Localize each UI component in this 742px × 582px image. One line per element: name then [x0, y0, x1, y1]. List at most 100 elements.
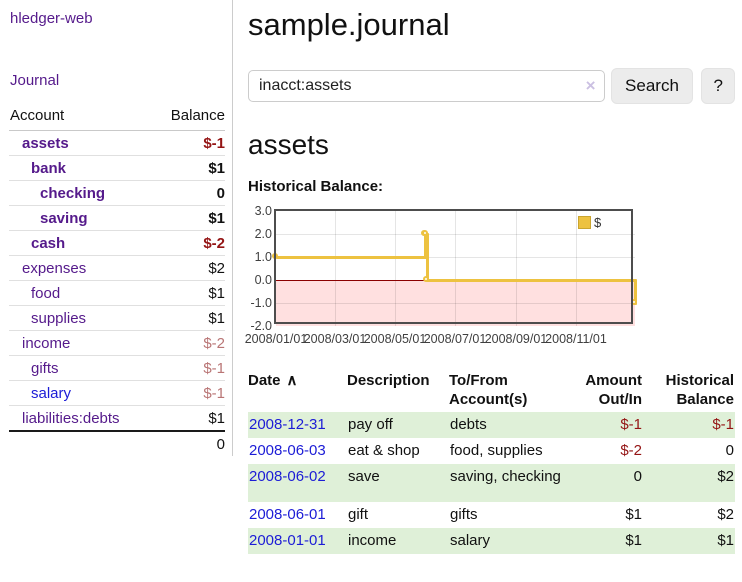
- sidebar-account-row: supplies $1: [9, 305, 225, 331]
- sidebar-account-link[interactable]: saving: [40, 210, 88, 227]
- sidebar-account-link[interactable]: assets: [22, 135, 69, 152]
- sidebar-account-link[interactable]: bank: [31, 160, 67, 177]
- sidebar-account-balance: $1: [153, 155, 225, 181]
- y-axis-tick-label: 0.0: [254, 273, 272, 287]
- x-gridline: [455, 211, 456, 326]
- transaction-row: 2008-01-01 income salary $1 $1: [248, 528, 735, 554]
- transaction-accounts: salary: [450, 532, 491, 549]
- transaction-balance: $1: [717, 532, 734, 549]
- description-column-header: Description: [347, 372, 430, 389]
- search-input[interactable]: [248, 70, 605, 102]
- accounts-column-header: To/From Account(s): [449, 372, 528, 408]
- transaction-accounts: saving, checking: [450, 468, 561, 485]
- transaction-date-link[interactable]: 2008-06-01: [249, 506, 326, 523]
- sidebar-account-row: saving $1: [9, 205, 225, 231]
- chart-heading: Historical Balance:: [248, 178, 384, 195]
- sort-ascending-icon: ∧: [286, 372, 298, 389]
- sidebar-account-link[interactable]: gifts: [31, 360, 59, 377]
- sidebar-account-link[interactable]: liabilities:debts: [22, 410, 120, 427]
- sidebar-account-link[interactable]: food: [31, 285, 61, 302]
- series-line-segment: [276, 255, 426, 259]
- transaction-date-link[interactable]: 2008-06-02: [249, 468, 326, 485]
- date-column-header[interactable]: Date ∧: [248, 372, 298, 389]
- sidebar-account-balance: $1: [153, 405, 225, 431]
- sidebar-account-row: income $-2: [9, 330, 225, 356]
- y-gridline: [276, 303, 635, 304]
- balance-column-header: Historical Balance: [665, 372, 734, 408]
- y-axis-tick-label: -2.0: [250, 319, 272, 333]
- brand-link[interactable]: hledger-web: [10, 10, 93, 27]
- balance-column-header: Balance: [153, 104, 225, 131]
- account-column-header: Account: [9, 104, 154, 131]
- y-axis-tick-label: 1.0: [254, 250, 272, 264]
- sidebar-account-row: gifts $-1: [9, 355, 225, 381]
- sidebar-account-link[interactable]: income: [22, 335, 71, 352]
- account-title: assets: [248, 129, 329, 160]
- transaction-row: 2008-06-02 save saving, checking 0 $2: [248, 464, 735, 502]
- x-gridline: [576, 211, 577, 326]
- series-line-segment: [424, 232, 427, 259]
- series-line-segment: [633, 278, 637, 305]
- sidebar-total-spacer: [9, 430, 154, 456]
- x-axis-tick-label: 2008/09/01: [484, 332, 548, 346]
- series-line-segment: [425, 232, 429, 282]
- transaction-description: eat & shop: [348, 442, 420, 459]
- main-content: sample.journal × Search ? assets Histori…: [244, 0, 735, 554]
- sidebar-item-journal[interactable]: Journal: [10, 72, 60, 89]
- transaction-balance: 0: [725, 442, 734, 459]
- x-gridline: [335, 211, 336, 326]
- sidebar-accounts-table: Account Balance assets $-1 bank $1 checking 0…: [9, 104, 225, 456]
- transaction-description: pay off: [348, 416, 393, 433]
- transaction-row: 2008-06-01 gift gifts $1 $2: [248, 502, 735, 528]
- search-form: × Search ?: [248, 68, 735, 104]
- transaction-amount: $-1: [620, 416, 642, 433]
- sidebar-account-balance: $-1: [203, 135, 225, 152]
- sidebar-table-header-row: Account Balance: [9, 104, 225, 131]
- transaction-row: 2008-12-31 pay off debts $-1 $-1: [248, 412, 735, 438]
- transaction-date-link[interactable]: 2008-01-01: [249, 532, 326, 549]
- sidebar: hledger-web Journal Account Balance asse…: [0, 0, 233, 456]
- sidebar-account-link[interactable]: supplies: [31, 310, 87, 327]
- x-axis-tick-label: 2008/11/01: [545, 332, 607, 346]
- transaction-amount: 0: [633, 468, 642, 485]
- sidebar-account-link[interactable]: checking: [40, 185, 106, 202]
- search-input-wrap: ×: [248, 70, 605, 102]
- transaction-date-link[interactable]: 2008-06-03: [249, 442, 326, 459]
- x-axis-tick-label: 2008/07/01: [423, 332, 487, 346]
- sidebar-total-row: 0: [9, 430, 225, 456]
- transaction-description: gift: [348, 506, 369, 523]
- help-button[interactable]: ?: [701, 68, 735, 104]
- sidebar-account-link[interactable]: expenses: [22, 260, 87, 277]
- x-gridline: [516, 211, 517, 326]
- search-button[interactable]: Search: [610, 68, 694, 104]
- data-point-marker: [271, 252, 278, 259]
- transaction-row: 2008-06-03 eat & shop food, supplies $-2 0: [248, 438, 735, 464]
- sidebar-account-link[interactable]: cash: [31, 235, 66, 252]
- series-line-segment: [427, 278, 635, 282]
- sidebar-account-link[interactable]: salary: [31, 385, 72, 402]
- sidebar-account-balance: $1: [153, 305, 225, 331]
- legend-label: $: [594, 215, 602, 230]
- sidebar-account-row: checking 0: [9, 180, 225, 206]
- sidebar-total-value: 0: [153, 430, 225, 456]
- legend-swatch: [578, 216, 591, 229]
- amount-column-header: Amount Out/In: [585, 372, 642, 408]
- transaction-description: income: [348, 532, 397, 549]
- transaction-balance: $2: [717, 506, 734, 523]
- x-axis-tick-label: 2008/05/01: [363, 332, 427, 346]
- x-gridline: [395, 211, 396, 326]
- sidebar-account-row: food $1: [9, 280, 225, 306]
- transaction-description: save: [348, 468, 380, 485]
- clear-search-icon[interactable]: ×: [585, 76, 596, 95]
- transaction-date-link[interactable]: 2008-12-31: [249, 416, 326, 433]
- transaction-accounts: food, supplies: [450, 442, 543, 459]
- y-axis-tick-label: -1.0: [250, 296, 272, 310]
- y-axis-tick-label: 3.0: [254, 204, 272, 218]
- historical-balance-chart: 3.0 2.0 1.0 0.0 -1.0 -2.0 2008/01/01 2008/03/01…: [244, 203, 735, 353]
- x-axis-tick-label: 2008/01/01: [244, 332, 308, 346]
- sidebar-account-balance: $2: [153, 255, 225, 281]
- data-point-marker: [630, 298, 637, 305]
- sidebar-account-balance: $-2: [153, 330, 225, 356]
- sidebar-account-balance: $-2: [153, 230, 225, 256]
- x-axis-tick-label: 2008/03/01: [303, 332, 367, 346]
